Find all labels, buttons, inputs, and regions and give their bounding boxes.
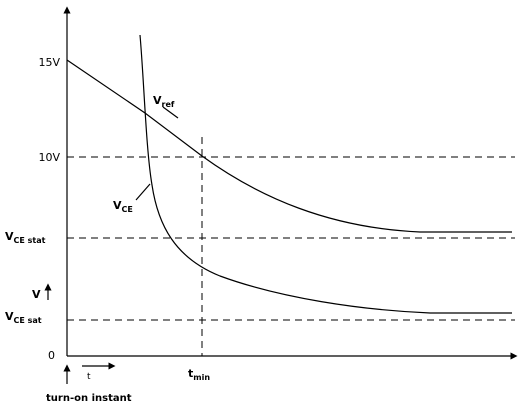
vce-curve — [139, 34, 512, 314]
label-sub: ref — [162, 100, 175, 109]
label-sub: CE stat — [14, 236, 46, 245]
label-zero: 0 — [48, 349, 55, 362]
label-vcestat: VCE stat — [5, 230, 46, 245]
label-main: V — [5, 230, 14, 243]
label-v-axis: V — [32, 288, 41, 301]
label-main: V — [5, 310, 14, 323]
label-t: t — [87, 372, 91, 382]
vref-curve — [66, 59, 512, 233]
label-vref: Vref — [153, 94, 175, 109]
label-sub: CE — [122, 205, 133, 214]
vce-pointer — [135, 183, 151, 201]
label-sub: min — [193, 373, 210, 382]
label-main: V — [153, 94, 162, 107]
label-vce: VCE — [113, 199, 133, 214]
label-15v: 15V — [38, 56, 60, 69]
label-turn-on: turn-on instant — [46, 393, 132, 404]
label-main: t — [188, 367, 193, 380]
label-tmin: tmin — [188, 367, 210, 382]
label-10v: 10V — [38, 151, 60, 164]
label-vcesat: VCE sat — [5, 310, 42, 325]
label-main: V — [113, 199, 122, 212]
vref-pointer — [162, 106, 179, 119]
label-sub: CE sat — [14, 316, 42, 325]
